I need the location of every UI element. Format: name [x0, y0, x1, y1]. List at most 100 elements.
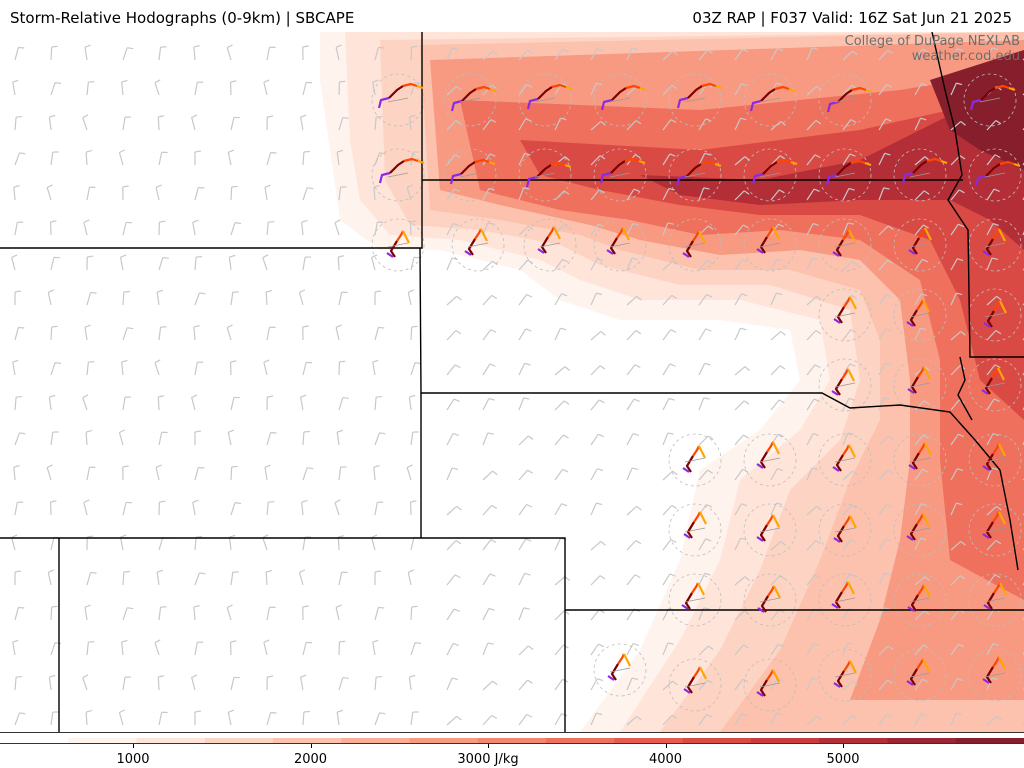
storm-motion-arrow [909, 172, 931, 178]
wind-barb [14, 152, 26, 166]
hodograph-segment [756, 691, 764, 697]
wind-barb [158, 500, 166, 516]
colorbar-tick [310, 744, 312, 748]
wind-barb [12, 359, 19, 376]
wind-barb [986, 467, 999, 481]
wind-barb [626, 574, 641, 586]
map-area[interactable] [0, 32, 1024, 732]
hodograph [749, 85, 796, 112]
hodograph-segment [851, 86, 867, 92]
wind-barb [407, 569, 415, 586]
wind-barb [84, 324, 91, 341]
wind-barb [806, 257, 819, 271]
wind-barb [482, 470, 498, 481]
hodograph-segment [714, 162, 722, 168]
wind-barb [227, 429, 235, 446]
wind-barb [266, 606, 276, 621]
wind-barb [734, 434, 749, 446]
wind-barb [590, 712, 603, 726]
wind-barb [878, 713, 893, 726]
hodograph-segment [997, 367, 1005, 381]
hodograph-segment [766, 441, 774, 453]
wind-barb [121, 639, 128, 656]
hodograph-segment [924, 442, 932, 456]
wind-barb [48, 114, 56, 131]
wind-barb [446, 677, 459, 691]
wind-barb [446, 642, 459, 656]
wind-barb [86, 571, 97, 586]
wind-barb [590, 292, 603, 306]
wind-barb [227, 709, 235, 726]
wind-barb [842, 187, 855, 201]
wind-barb [194, 81, 204, 96]
wind-barb [698, 362, 711, 376]
hodograph-segment [774, 85, 790, 91]
wind-barb [734, 293, 748, 306]
wind-barb [82, 394, 89, 411]
wind-barb [554, 258, 569, 271]
wind-barb [770, 365, 786, 376]
wind-barb [298, 569, 306, 586]
wind-barb [482, 432, 494, 446]
wind-barb [914, 83, 928, 96]
wind-barb [410, 45, 418, 61]
hodograph-segment [836, 670, 845, 688]
wind-barb [156, 569, 164, 586]
hodograph-segment [402, 82, 418, 88]
state-border [0, 32, 423, 249]
wind-barb [335, 44, 342, 61]
hodograph [826, 86, 873, 113]
wind-barb [408, 114, 416, 131]
hodograph-segment [1008, 86, 1016, 92]
hodograph-segment [701, 82, 717, 88]
wind-barb [734, 468, 749, 481]
hodograph [833, 660, 857, 688]
wind-barb [482, 397, 495, 411]
hodograph-segment [836, 306, 845, 324]
hodograph-segment [842, 444, 850, 456]
wind-barb [14, 501, 24, 516]
wind-barb [193, 324, 200, 341]
wind-barb [662, 504, 678, 516]
wind-barb [806, 329, 822, 341]
hodograph-segment [607, 675, 615, 681]
credit: College of DuPage NEXLAB weather.cod.edu [845, 34, 1020, 64]
wind-barb [337, 535, 345, 551]
wind-barb [698, 538, 712, 551]
wind-barb [446, 505, 462, 516]
hodograph-segment [843, 660, 851, 672]
map-canvas[interactable] [0, 32, 1024, 732]
wind-barb [122, 290, 130, 306]
storm-motion-arrow [459, 172, 481, 178]
wind-barb [191, 394, 198, 411]
wind-barb [878, 152, 891, 166]
hodograph [832, 444, 856, 472]
storm-motion-arrow [387, 242, 409, 248]
storm-motion-arrow [834, 97, 856, 103]
hodograph [377, 82, 424, 109]
hodograph-segment [687, 85, 703, 99]
wind-barb [518, 713, 533, 726]
wind-barb [446, 119, 462, 131]
wind-barb [662, 50, 678, 61]
wind-barb [82, 114, 89, 131]
wind-barb [446, 467, 459, 481]
wind-barb [590, 48, 604, 61]
hodograph-ring [968, 433, 1022, 487]
hodograph-segment [776, 158, 792, 164]
hodograph-segment [682, 252, 690, 258]
hodograph-segment [766, 669, 774, 681]
wind-barb [662, 153, 676, 166]
colorbar-swatch [887, 738, 957, 743]
hodograph-ring [743, 503, 797, 557]
wind-barb [950, 541, 966, 551]
hodograph-segment [772, 514, 780, 528]
storm-motion-arrow [467, 242, 489, 248]
wind-barb [122, 570, 130, 586]
wind-barb [302, 325, 309, 341]
wind-barb [122, 185, 129, 201]
hodograph-segment [865, 88, 873, 94]
wind-barb [662, 470, 678, 481]
hodograph-segment [697, 582, 705, 596]
wind-barb [49, 220, 57, 236]
